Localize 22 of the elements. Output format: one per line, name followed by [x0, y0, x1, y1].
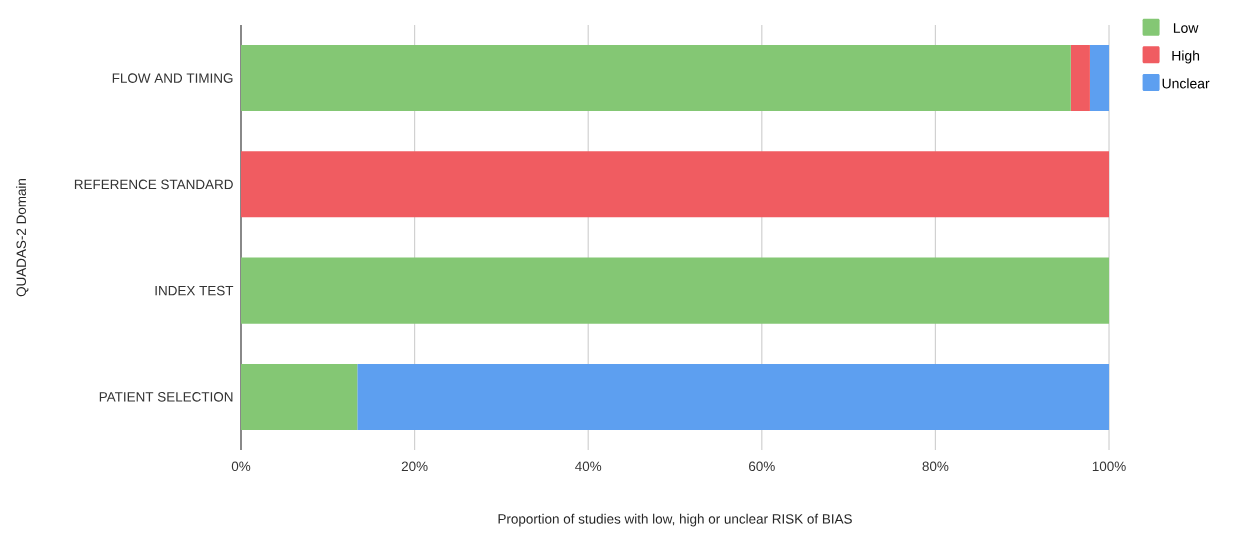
y-tick-label: REFERENCE STANDARD	[74, 179, 233, 190]
bar	[241, 45, 1071, 112]
y-tick-label: INDEX TEST	[155, 285, 234, 296]
legend-label: High	[1172, 50, 1200, 64]
x-tick-label: 40%	[575, 461, 602, 472]
x-axis-title: Proportion of studies with low, high or unclear RISK of BIAS	[498, 513, 852, 527]
x-tick-label: 80%	[922, 461, 949, 472]
x-tick-label: 0%	[231, 461, 251, 472]
bar	[357, 363, 1110, 430]
bar	[241, 151, 1110, 218]
bar	[241, 257, 1110, 324]
y-axis-title: QUADAS-2 Domain	[16, 178, 29, 297]
legend-label: Unclear	[1162, 78, 1210, 89]
x-tick-label: 20%	[401, 461, 428, 472]
y-tick-label: FLOW AND TIMING	[112, 73, 233, 83]
bar	[1089, 45, 1110, 112]
bar	[1070, 45, 1090, 112]
x-tick-label: 60%	[749, 461, 775, 472]
legend-label: Low	[1173, 23, 1199, 33]
x-tick-label: 100%	[1092, 461, 1126, 472]
bar	[241, 363, 358, 430]
y-tick-label: PATIENT SELECTION	[99, 392, 233, 402]
